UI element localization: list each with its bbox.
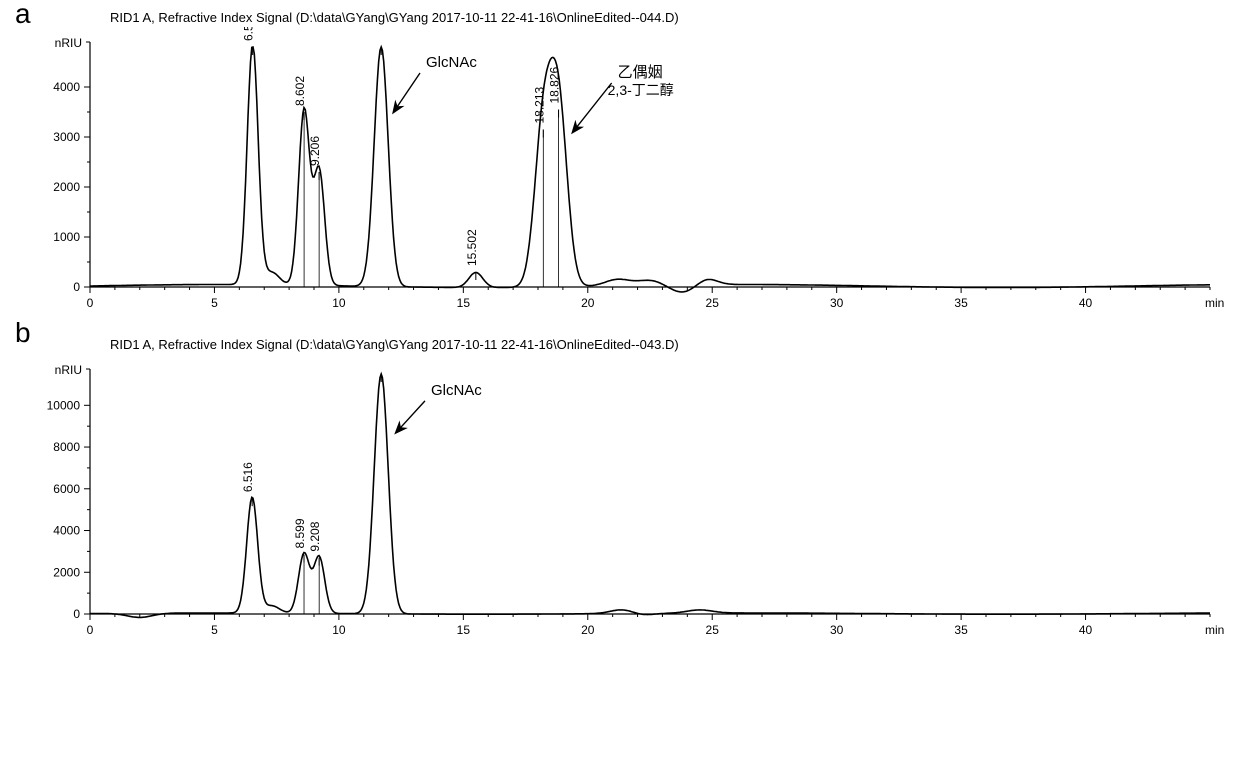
peak-annotation: GlcNAc [431,382,482,399]
peak-annotation-line2: 2,3-丁二醇 [608,82,674,98]
y-tick-label: 10000 [47,398,81,412]
x-tick-label: 35 [954,296,968,310]
y-tick-label: 2000 [53,180,80,194]
x-tick-label: 20 [581,296,595,310]
y-tick-label: 4000 [53,524,80,538]
peak-rt-label: 9.206 [308,136,322,166]
peak-rt-label: 18.213 [532,86,546,123]
x-tick-label: 35 [954,623,968,637]
peak-rt-label: 15.502 [465,229,479,266]
x-tick-label: 10 [332,623,346,637]
chart-panel-a: aRID1 A, Refractive Index Signal (D:\dat… [10,10,1230,327]
x-tick-label: 5 [211,296,218,310]
chromatogram-trace [90,374,1210,617]
chromatogram-svg: 0 1000 2000 3000 4000 nRIU 0 5 10 15 20 25 30 35 40 min… [10,27,1230,327]
panel-label-b: b [15,317,31,349]
x-tick-label: 40 [1079,623,1093,637]
peak-rt-label: 8.599 [293,518,307,548]
y-tick-label: 0 [73,280,80,294]
x-tick-label: 15 [457,623,471,637]
x-tick-label: 25 [706,296,720,310]
chart-panel-b: bRID1 A, Refractive Index Signal (D:\dat… [10,337,1230,654]
peak-rt-label: 6.536 [242,27,256,41]
x-tick-label: 40 [1079,296,1093,310]
chart-title: RID1 A, Refractive Index Signal (D:\data… [110,10,1230,25]
x-tick-label: 0 [87,296,94,310]
y-tick-label: 3000 [53,130,80,144]
y-tick-label: 1000 [53,230,80,244]
panel-label-a: a [15,0,31,30]
x-tick-label: 20 [581,623,595,637]
x-tick-label: 10 [332,296,346,310]
y-tick-label: 4000 [53,80,80,94]
peak-rt-label: 8.602 [293,76,307,106]
chart-title: RID1 A, Refractive Index Signal (D:\data… [110,337,1230,352]
y-axis-label: nRIU [55,363,82,377]
x-tick-label: 15 [457,296,471,310]
x-tick-label: 25 [706,623,720,637]
peak-rt-label: 6.516 [241,462,255,492]
x-tick-label: 30 [830,623,844,637]
peak-rt-label: 18.826 [548,66,562,103]
y-axis-label: nRIU [55,36,82,50]
peak-annotation: GlcNAc [426,54,477,71]
y-tick-label: 0 [73,607,80,621]
y-tick-label: 6000 [53,482,80,496]
y-tick-label: 8000 [53,440,80,454]
peak-rt-label: 9.208 [308,521,322,551]
peak-annotation: 乙偶姻 [618,64,663,81]
y-tick-label: 2000 [53,565,80,579]
x-tick-label: 0 [87,623,94,637]
x-axis-label: min [1205,623,1224,637]
x-axis-label: min [1205,296,1224,310]
chromatogram-svg: 0 2000 4000 6000 8000 10000 nRIU 0 5 10 15 20 25 30 35… [10,354,1230,654]
x-tick-label: 5 [211,623,218,637]
x-tick-label: 30 [830,296,844,310]
